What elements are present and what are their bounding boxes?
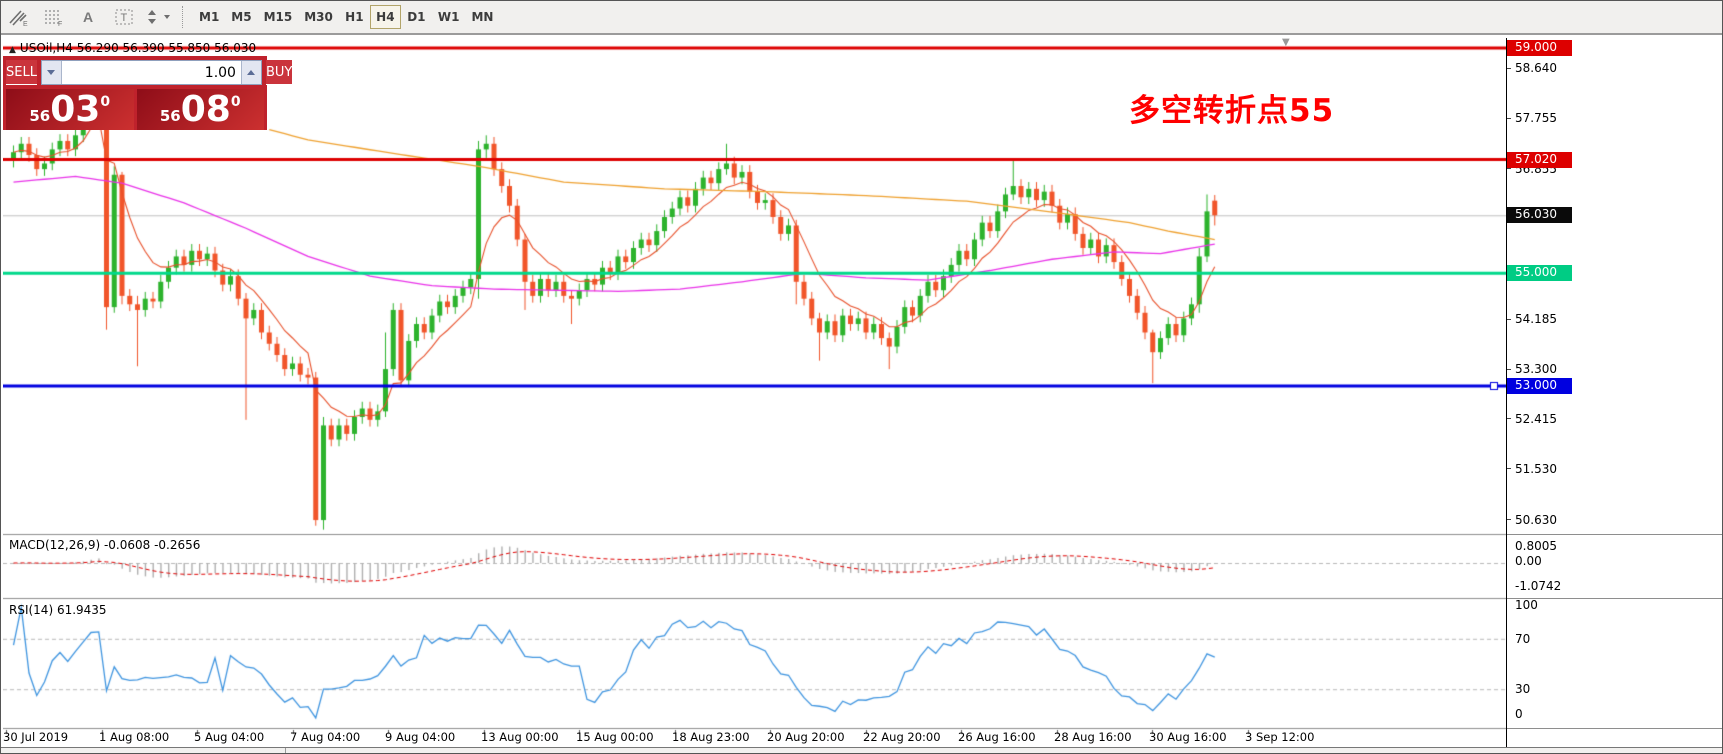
indicator-axis-label-0.8005: 0.8005 <box>1515 539 1557 553</box>
buy-price-prefix: 56 <box>159 106 181 125</box>
volume-control <box>40 60 262 85</box>
chart-shift-marker-icon[interactable]: ▼ <box>1282 37 1290 48</box>
timeframe-toolbar: M1 M5 M15 M30 H1 H4 D1 W1 MN <box>193 5 499 29</box>
sell-price-box[interactable]: 56 03 0 <box>6 89 134 130</box>
time-label: 20 Aug 20:00 <box>767 730 845 744</box>
price-chart-canvas[interactable] <box>3 38 1507 747</box>
text-label-icon: T <box>115 9 132 25</box>
price-badge-56.030: 56.030 <box>1507 207 1572 224</box>
price-badge-59.000: 59.000 <box>1507 40 1572 56</box>
indicator-axis-label-30: 30 <box>1515 682 1531 696</box>
sell-button[interactable]: SELL <box>6 60 37 85</box>
volume-decrease-button[interactable] <box>41 61 62 84</box>
buy-price-box[interactable]: 56 08 0 <box>136 88 264 130</box>
time-label: 7 Aug 04:00 <box>290 730 361 744</box>
time-label: 3 Sep 12:00 <box>1245 730 1315 744</box>
chart-symbol-title[interactable]: ▲ USOil,H4 56.290 56.390 55.850 56.030 <box>9 41 256 55</box>
line-studies-icon: E <box>8 10 28 27</box>
buy-button[interactable]: BUY <box>265 60 293 85</box>
status-box <box>3 748 286 753</box>
fibonacci-button[interactable]: F <box>37 3 70 31</box>
indicator-axis-label-0.00: 0.00 <box>1515 554 1542 568</box>
timeframe-MN[interactable]: MN <box>465 5 499 29</box>
price-tick-54.185: 54.185 <box>1507 311 1557 327</box>
volume-input[interactable] <box>61 61 241 84</box>
timeframe-H4[interactable]: H4 <box>369 5 401 29</box>
price-badge-53.000: 53.000 <box>1507 377 1572 394</box>
time-label: 5 Aug 04:00 <box>194 730 265 744</box>
time-label: 18 Aug 23:00 <box>672 730 750 744</box>
rsi-indicator-label: RSI(14) 61.9435 <box>9 603 107 617</box>
chevron-up-icon <box>247 70 256 75</box>
timeframe-W1[interactable]: W1 <box>432 5 466 29</box>
time-label: 1 Aug 08:00 <box>99 730 170 744</box>
svg-text:F: F <box>58 21 62 27</box>
price-axis[interactable]: 58.640 57.755 56.855 54.185 53.300 52.415 51.5… <box>1506 38 1722 747</box>
price-tick-50.630: 50.630 <box>1507 512 1557 528</box>
sell-price-big: 03 <box>50 88 101 130</box>
chevron-down-icon <box>47 70 56 75</box>
symbol-collapse-icon[interactable]: ▲ <box>9 45 16 55</box>
sell-price-prefix: 56 <box>29 106 51 125</box>
time-label: 15 Aug 00:00 <box>576 730 654 744</box>
buy-price-big: 08 <box>180 88 231 130</box>
arrow-objects-button[interactable] <box>142 3 175 31</box>
price-tick-57.755: 57.755 <box>1507 110 1557 126</box>
svg-text:E: E <box>23 21 28 27</box>
timeframe-H1[interactable]: H1 <box>339 5 370 29</box>
time-label: 30 Aug 16:00 <box>1149 730 1227 744</box>
indicator-axis-label-100: 100 <box>1515 598 1538 612</box>
symbol-ohlc-text: USOil,H4 56.290 56.390 55.850 56.030 <box>19 41 257 55</box>
fibonacci-icon: F <box>44 10 62 27</box>
time-label: 30 Jul 2019 <box>3 730 69 744</box>
price-tick-58.640: 58.640 <box>1507 60 1557 76</box>
timeframe-M1[interactable]: M1 <box>193 5 225 29</box>
time-label: 22 Aug 20:00 <box>863 730 941 744</box>
timeframe-M15[interactable]: M15 <box>258 5 299 29</box>
text-label-button[interactable]: T <box>107 3 140 31</box>
time-label: 28 Aug 16:00 <box>1054 730 1132 744</box>
price-badge-55.000: 55.000 <box>1507 265 1572 282</box>
indicator-axis-label-70: 70 <box>1515 632 1531 646</box>
chart-text-annotation[interactable]: 多空转折点55 <box>1129 93 1335 129</box>
line-studies-button[interactable]: E <box>2 3 35 31</box>
timeframe-M5[interactable]: M5 <box>225 5 257 29</box>
timeframe-D1[interactable]: D1 <box>401 5 432 29</box>
svg-text:A: A <box>83 9 93 25</box>
time-label: 26 Aug 16:00 <box>958 730 1036 744</box>
price-tick-52.415: 52.415 <box>1507 411 1557 427</box>
panel-separator <box>1507 728 1722 729</box>
text-button[interactable]: A <box>72 3 105 31</box>
time-label: 9 Aug 04:00 <box>385 730 456 744</box>
price-tick-51.530: 51.530 <box>1507 461 1557 477</box>
price-tick-53.300: 53.300 <box>1507 361 1557 377</box>
timeframe-M30[interactable]: M30 <box>298 5 339 29</box>
panel-separator <box>1507 534 1722 535</box>
arrow-objects-icon <box>147 10 170 24</box>
volume-increase-button[interactable] <box>240 61 261 84</box>
price-badge-57.020: 57.020 <box>1507 151 1572 168</box>
svg-text:T: T <box>120 12 127 24</box>
toolbar: E F A T M1 M5 M1 <box>1 1 1722 35</box>
buy-price-sup: 0 <box>230 93 241 110</box>
toolbar-separator <box>182 6 184 28</box>
window-bottom-edge <box>1 747 1722 753</box>
sell-price-sup: 0 <box>100 93 111 110</box>
macd-indicator-label: MACD(12,26,9) -0.0608 -0.2656 <box>9 538 201 552</box>
text-icon: A <box>83 9 93 25</box>
time-label: 13 Aug 00:00 <box>481 730 559 744</box>
panel-separator <box>1507 598 1722 599</box>
indicator-axis-label--1.0742: -1.0742 <box>1515 579 1562 593</box>
indicator-axis-label-0: 0 <box>1515 707 1523 721</box>
